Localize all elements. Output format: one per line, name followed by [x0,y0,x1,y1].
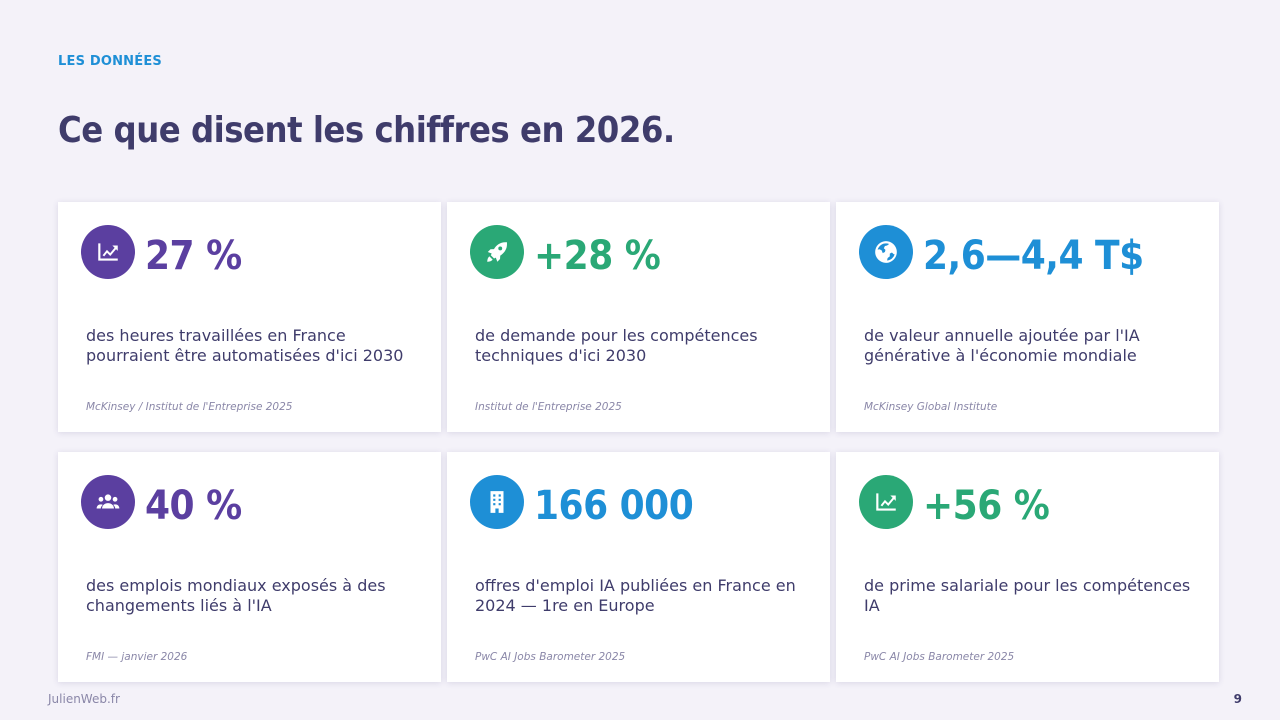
trending-up-icon [859,475,913,529]
stat-value: +28 % [534,233,661,279]
globe-icon [859,225,913,279]
stat-description: des heures travaillées en France pourrai… [86,326,404,365]
stat-card: +28 % de demande pour les compétences te… [447,202,830,432]
stat-source: McKinsey Global Institute [864,401,998,413]
stat-description: des emplois mondiaux exposés à des chang… [86,576,386,615]
stat-description: de demande pour les compétences techniqu… [475,326,758,365]
stat-source: PwC AI Jobs Barometer 2025 [864,651,1015,663]
stat-card: 166 000 offres d'emploi IA publiées en F… [447,452,830,682]
page-number: 9 [1233,692,1242,706]
stat-card: 27 % des heures travaillées en France po… [58,202,441,432]
page-title: Ce que disent les chiffres en 2026. [58,110,675,151]
rocket-icon [470,225,524,279]
stat-value: +56 % [923,483,1050,529]
footer-site: JulienWeb.fr [48,692,120,706]
stat-value: 27 % [145,233,242,279]
section-eyebrow: LES DONNÉES [58,54,162,69]
stats-grid: 27 % des heures travaillées en France po… [58,202,1219,682]
stat-card: +56 % de prime salariale pour les compét… [836,452,1219,682]
stat-source: McKinsey / Institut de l'Entreprise 2025 [86,401,293,413]
stat-description: de valeur annuelle ajoutée par l'IA géné… [864,326,1140,365]
stat-description: offres d'emploi IA publiées en France en… [475,576,796,615]
stat-card: 40 % des emplois mondiaux exposés à des … [58,452,441,682]
users-icon [81,475,135,529]
stat-value: 40 % [145,483,242,529]
trending-up-icon [81,225,135,279]
stat-value: 166 000 [534,483,694,529]
stat-value: 2,6—4,4 T$ [923,233,1144,279]
stat-description: de prime salariale pour les compétences … [864,576,1191,615]
stat-source: PwC AI Jobs Barometer 2025 [475,651,626,663]
building-icon [470,475,524,529]
stat-source: FMI — janvier 2026 [86,651,188,663]
stat-source: Institut de l'Entreprise 2025 [475,401,622,413]
stat-card: 2,6—4,4 T$ de valeur annuelle ajoutée pa… [836,202,1219,432]
